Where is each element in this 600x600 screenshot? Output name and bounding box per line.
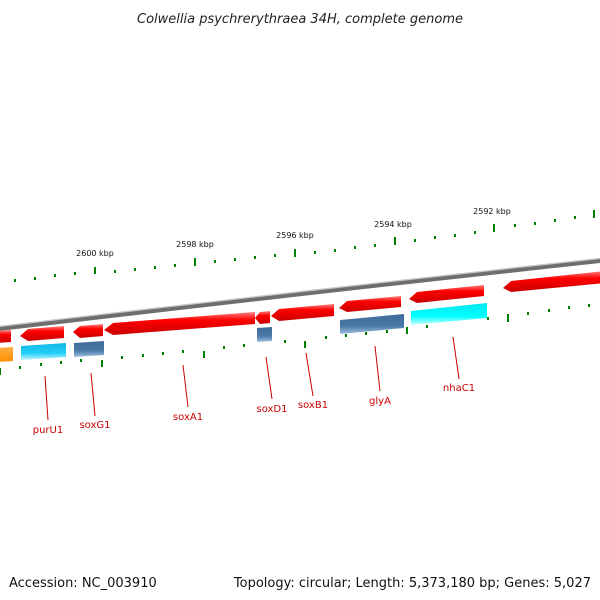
forward-gene xyxy=(503,271,600,292)
gene-label-soxB1: soxB1 xyxy=(298,400,328,411)
gene-label-purU1: purU1 xyxy=(33,425,63,436)
forward-gene xyxy=(339,296,401,312)
tick-label: 2596 kbp xyxy=(276,231,314,240)
reverse-gene xyxy=(340,314,404,334)
forward-gene xyxy=(104,312,255,335)
inner-tick-ring xyxy=(0,304,590,375)
reverse-gene xyxy=(21,343,66,360)
tick-labels: 2600 kbp 2598 kbp 2596 kbp 2594 kbp 2592… xyxy=(76,207,511,258)
gene-label-soxD1: soxD1 xyxy=(256,404,287,415)
gene-label-nhaC1: nhaC1 xyxy=(443,383,475,394)
tick-label: 2594 kbp xyxy=(374,220,412,229)
genome-backbone xyxy=(0,257,600,331)
gene-label-glyA: glyA xyxy=(369,396,391,407)
forward-gene xyxy=(255,311,270,324)
forward-strand-genes xyxy=(0,271,600,343)
tick-label: 2598 kbp xyxy=(176,240,214,249)
gene-label-soxG1: soxG1 xyxy=(79,420,110,431)
forward-gene xyxy=(20,326,64,341)
reverse-gene xyxy=(74,341,104,357)
tick-label: 2600 kbp xyxy=(76,249,114,258)
map-title: Colwellia psychrerythraea 34H, complete … xyxy=(137,12,463,27)
gene-label-soxA1: soxA1 xyxy=(173,412,203,423)
reverse-gene xyxy=(411,303,487,325)
accession-label: Accession: NC_003910 xyxy=(9,576,157,591)
forward-gene xyxy=(409,285,484,303)
forward-gene xyxy=(271,304,334,321)
outer-tick-ring xyxy=(14,210,595,282)
reverse-gene xyxy=(0,347,13,362)
forward-gene xyxy=(0,330,11,343)
reverse-gene xyxy=(257,327,272,342)
forward-gene xyxy=(73,324,103,338)
genome-summary: Topology: circular; Length: 5,373,180 bp… xyxy=(233,576,591,591)
gene-labels: purU1 soxG1 soxA1 soxD1 soxB1 glyA nhaC1 xyxy=(33,383,475,436)
tick-label: 2592 kbp xyxy=(473,207,511,216)
reverse-strand-genes xyxy=(0,303,487,362)
gene-leader-lines xyxy=(44,336,460,421)
